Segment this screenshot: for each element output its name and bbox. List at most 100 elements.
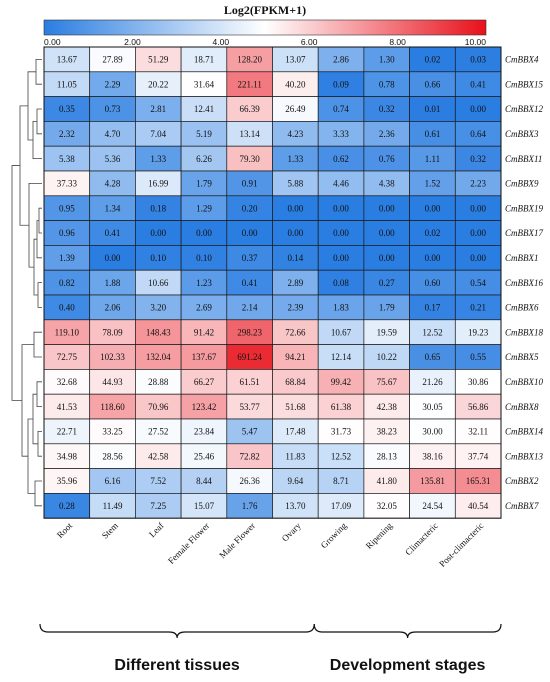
cell-value-label: 7.04 [150,129,166,139]
gene-label: CmBBX5 [505,352,539,362]
heatmap-cell [272,319,319,345]
heatmap-cell [409,220,456,246]
heatmap-cell [409,319,456,345]
cell-value-label: 37.74 [468,451,489,461]
cell-value-label: 38.16 [422,451,443,461]
cell-value-label: 135.81 [420,476,445,486]
cell-value-label: 2.86 [333,55,349,65]
color-scale-tick: 4.00 [213,37,230,47]
heatmap-cell [226,344,273,370]
heatmap-cell [43,344,91,370]
cell-value-label: 25.46 [194,451,215,461]
cell-value-label: 5.38 [59,154,75,164]
column-label: Climacteric [403,521,440,558]
cell-value-label: 66.39 [240,104,261,114]
cell-value-label: 148.43 [146,327,171,337]
heatmap-cell [317,195,365,221]
cell-value-label: 0.18 [150,203,166,213]
cell-value-label: 0.00 [333,228,349,238]
cell-value-label: 0.32 [379,104,395,114]
cell-value-label: 9.64 [287,476,303,486]
row-dendrogram [11,59,42,507]
cell-value-label: 11.05 [57,79,77,89]
heatmap-cell [454,319,502,345]
gene-label: CmBBX16 [505,278,543,288]
heatmap-cell [226,145,273,172]
heatmap-cell [89,96,136,122]
cell-value-label: 118.60 [100,402,125,412]
cell-value-label: 42.38 [377,402,398,412]
cell-value-label: 5.19 [196,129,212,139]
heatmap-cell [43,393,91,420]
heatmap-cell [409,170,456,197]
cell-value-label: 70.96 [148,402,169,412]
column-labels: Root Stem Leaf Female Flower Male Flower Ovar… [55,520,486,569]
heatmap-cell [226,294,273,321]
heatmap-cell [43,269,91,296]
column-label: Root [55,520,75,540]
cell-value-label: 0.20 [242,203,258,213]
heatmap-cell [180,220,228,246]
cell-value-label: 38.23 [377,427,398,437]
heatmap-cell [89,418,136,445]
color-scale-ticks: 0.00 2.00 4.00 6.00 8.00 10.00 [44,37,486,47]
cell-value-label: 0.02 [425,228,441,238]
color-scale-bar [43,19,487,36]
heatmap-cell [272,493,319,519]
dendrogram-branch [33,331,42,358]
cell-value-label: 1.76 [242,501,258,511]
gene-label: CmBBX1 [505,253,539,263]
cell-value-label: 0.08 [333,278,349,288]
cell-value-label: 0.64 [470,129,486,139]
group-bracket [39,623,315,639]
heatmap-cell [180,269,228,296]
cell-value-label: 0.21 [470,303,486,313]
cell-value-label: 0.00 [287,228,303,238]
cell-value-label: 56.86 [468,402,489,412]
heatmap-cell [135,369,182,395]
dendrogram-branch [35,59,42,85]
dendrogram-branch [36,381,42,407]
heatmap-cell [409,443,456,469]
gene-label: CmBBX19 [505,203,543,213]
cell-value-label: 0.73 [105,104,121,114]
cell-value-label: 91.42 [194,327,214,337]
cell-value-label: 6.26 [196,154,212,164]
cell-value-label: 2.32 [59,129,75,139]
cell-value-label: 1.29 [196,203,212,213]
cell-value-label: 37.33 [57,179,78,189]
cell-value-label: 0.78 [379,79,395,89]
cell-value-label: 8.71 [333,476,349,486]
cell-value-label: 30.05 [422,402,443,412]
heatmap-cell [135,245,182,271]
cell-value-label: 691.24 [237,352,262,362]
heatmap-cell [409,46,456,73]
heatmap-cell [43,121,91,147]
heatmap-cell [226,245,273,271]
group-label: Development stages [330,657,486,674]
cell-value-label: 0.00 [470,253,486,263]
heatmap-cell [180,245,228,271]
cell-value-label: 7.52 [150,476,166,486]
gene-label: CmBBX18 [505,327,543,337]
gene-label: CmBBX2 [505,476,539,486]
cell-value-label: 18.71 [194,55,214,65]
cell-value-label: 44.93 [102,377,123,387]
cell-value-label: 79.30 [240,154,261,164]
heatmap-cell [226,220,273,246]
dendrogram-branch [37,282,42,308]
cell-value-label: 1.11 [425,154,440,164]
column-label: Leaf [147,521,166,540]
cell-value-label: 12.52 [422,327,442,337]
cell-value-label: 6.16 [105,476,121,486]
heatmap-cell [180,145,228,172]
cell-value-label: 13.07 [285,55,306,65]
heatmap-border [43,46,502,519]
cell-value-label: 0.00 [333,253,349,263]
column-label: Female Flower [166,521,211,566]
cell-value-label: 34.98 [57,451,78,461]
cell-value-label: 0.91 [242,179,258,189]
cell-value-label: 0.00 [379,228,395,238]
cell-value-label: 72.66 [285,327,306,337]
heatmap-cell [454,294,502,321]
